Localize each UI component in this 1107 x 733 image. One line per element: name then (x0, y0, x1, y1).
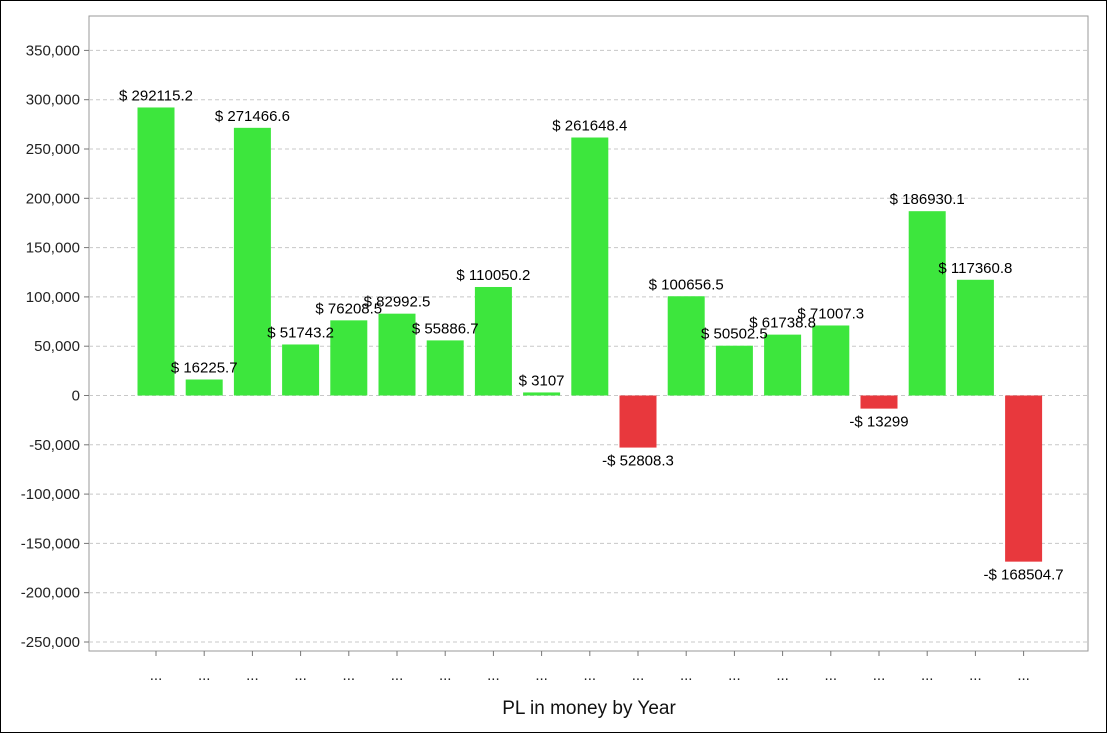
y-tick-label: -150,000 (21, 535, 80, 552)
data-label: $ 110050.2 (456, 267, 530, 284)
x-tick-label: ... (1017, 667, 1030, 684)
bar (137, 107, 175, 396)
y-tick-label: 250,000 (26, 141, 80, 158)
x-tick-label: ... (198, 667, 211, 684)
data-label: $ 71007.3 (797, 305, 864, 322)
x-tick-label: ... (969, 667, 982, 684)
bar (619, 395, 657, 448)
bar (330, 320, 368, 396)
bar (474, 286, 512, 396)
bar (860, 395, 898, 409)
x-tick-label: ... (680, 667, 693, 684)
x-axis: ........................................… (150, 651, 1030, 684)
bar (378, 313, 416, 396)
bar (233, 127, 271, 396)
bar (185, 379, 223, 396)
y-tick-label: 0 (72, 388, 80, 405)
data-label: $ 61738.8 (749, 315, 816, 332)
y-axis: 350,000 300,000 250,000 200,000 150,000 100,0… (21, 42, 89, 651)
data-label: $ 50502.5 (701, 326, 768, 343)
data-label: -$ 168504.7 (984, 567, 1064, 584)
y-tick-label: -250,000 (21, 634, 80, 651)
x-tick-label: ... (343, 667, 356, 684)
data-label: $ 271466.6 (215, 108, 290, 125)
x-tick-label: ... (873, 667, 886, 684)
bar (764, 334, 802, 396)
data-label: $ 76208.5 (315, 300, 382, 317)
x-tick-label: ... (439, 667, 452, 684)
x-tick-label: ... (776, 667, 789, 684)
y-tick-label: 100,000 (26, 289, 80, 306)
bars-group (137, 107, 1043, 562)
x-tick-label: ... (632, 667, 645, 684)
data-label: $ 117360.8 (938, 260, 1012, 277)
y-tick-label: -100,000 (21, 486, 80, 503)
bar (812, 325, 850, 396)
y-tick-label: -200,000 (21, 585, 80, 602)
data-labels-group: $ 292115.2 $ 16225.7 $ 271466.6 $ 51743.2 $ … (119, 87, 1064, 583)
bar (715, 345, 753, 396)
x-tick-label: ... (487, 667, 500, 684)
data-label: $ 3107 (519, 372, 565, 389)
data-label: $ 292115.2 (119, 87, 193, 104)
bar (1005, 395, 1043, 562)
y-tick-label: 50,000 (34, 338, 80, 355)
y-tick-label: 200,000 (26, 190, 80, 207)
x-tick-label: ... (825, 667, 838, 684)
x-tick-label: ... (391, 667, 404, 684)
y-tick-label: 350,000 (26, 42, 80, 59)
x-tick-label: ... (584, 667, 597, 684)
bar (426, 340, 464, 396)
bar (571, 137, 609, 396)
y-tick-label: 300,000 (26, 92, 80, 109)
x-tick-label: ... (150, 667, 163, 684)
x-axis-title: PL in money by Year (502, 698, 676, 719)
bar (523, 392, 561, 396)
data-label: $ 55886.7 (412, 320, 479, 337)
bar (282, 344, 320, 396)
x-tick-label: ... (246, 667, 259, 684)
data-label: $ 51743.2 (267, 324, 334, 341)
x-tick-label: ... (728, 667, 741, 684)
data-label: $ 100656.5 (649, 276, 724, 293)
bar (956, 279, 994, 396)
x-tick-label: ... (294, 667, 307, 684)
data-label: $ 82992.5 (364, 294, 431, 311)
data-label: -$ 13299 (849, 414, 908, 431)
data-label: $ 16225.7 (171, 360, 238, 377)
y-tick-label: -50,000 (29, 437, 80, 454)
data-label: $ 261648.4 (552, 118, 627, 135)
y-tick-label: 150,000 (26, 240, 80, 257)
x-tick-label: ... (535, 667, 548, 684)
data-label: $ 186930.1 (890, 191, 965, 208)
data-label: -$ 52808.3 (602, 453, 674, 470)
bar (667, 296, 705, 396)
x-tick-label: ... (921, 667, 934, 684)
bar (908, 211, 946, 396)
